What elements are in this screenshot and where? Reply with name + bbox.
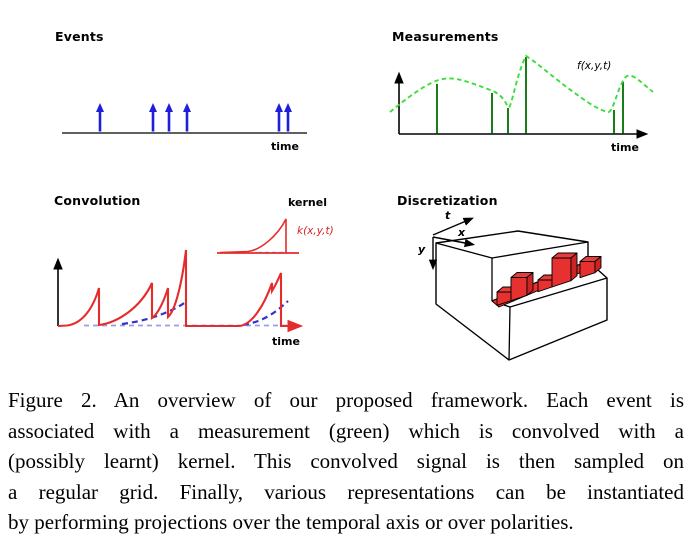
caption-line: (possibly learnt) kernel. This convolved… [8, 449, 684, 474]
measurement-stems [436, 57, 624, 134]
kernel-title: kernel [288, 196, 327, 209]
measurements-title: Measurements [392, 29, 499, 44]
events-title: Events [55, 29, 104, 44]
convolution-title: Convolution [54, 193, 141, 208]
t-axis [432, 217, 474, 236]
discretization-drawing [428, 217, 608, 361]
measurements-time-label: time [611, 141, 639, 154]
events-plot [62, 103, 307, 134]
event-arrows [96, 103, 292, 132]
caption-line: Figure 2. An overview of our proposed fr… [8, 388, 684, 412]
caption-line: by performing projections over the tempo… [8, 510, 574, 535]
events-time-label: time [271, 140, 299, 153]
axis-y-label: y [418, 243, 426, 256]
measurement-fn-label: f(x,y,t) [577, 60, 612, 72]
measurement-signal-curve [389, 54, 654, 113]
caption-line: a regular grid. Finally, various represe… [8, 479, 684, 504]
axis-x-label: x [458, 226, 466, 239]
kernel-fn-label: k(x,y,t) [297, 225, 334, 237]
sampled-histogram [491, 252, 602, 308]
kernel-curve [219, 218, 287, 254]
convolution-time-label: time [272, 335, 300, 348]
caption-line: associated with a measurement (green) wh… [8, 418, 684, 443]
measurements-plot [389, 54, 654, 139]
discretization-axes [428, 217, 476, 271]
figure-caption: Figure 2. An overview of our proposed fr… [8, 385, 684, 538]
convolution-plot [53, 218, 304, 333]
reference-rise-1 [121, 301, 187, 326]
x-axis [432, 236, 476, 248]
discretization-title: Discretization [397, 193, 498, 208]
convolved-signal-curve [57, 249, 304, 333]
axis-t-label: t [445, 209, 451, 222]
